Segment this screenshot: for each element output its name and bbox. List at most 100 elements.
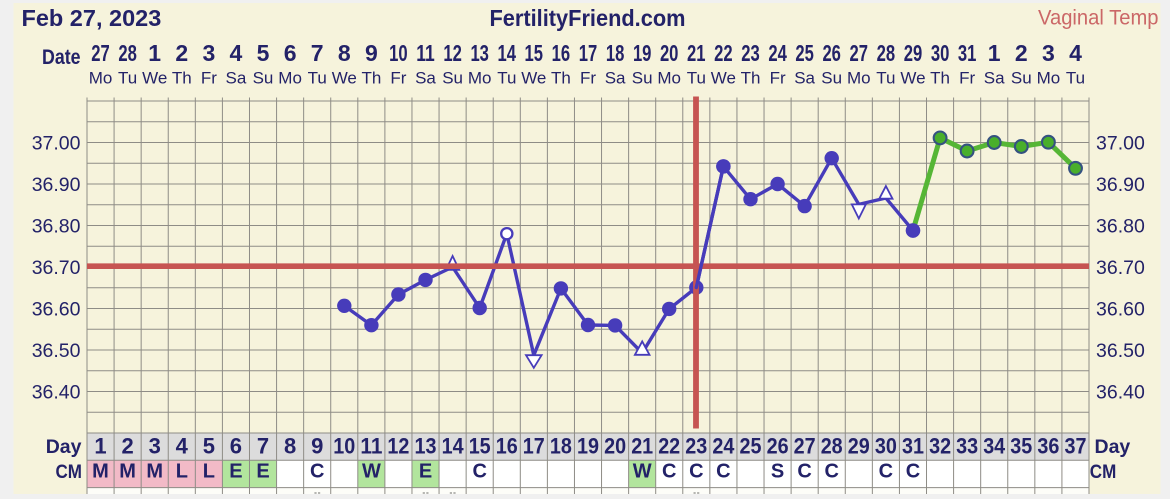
svg-text:15: 15 — [469, 434, 491, 459]
svg-text:Tu: Tu — [308, 69, 327, 88]
svg-text:7: 7 — [257, 434, 269, 459]
svg-text:28: 28 — [821, 434, 843, 459]
svg-text:26: 26 — [822, 40, 841, 66]
svg-text:E: E — [229, 461, 242, 483]
svg-text:10: 10 — [389, 40, 408, 66]
svg-text:16: 16 — [496, 434, 518, 459]
svg-text:27: 27 — [91, 40, 110, 66]
svg-text:23: 23 — [741, 40, 760, 66]
svg-text:2: 2 — [175, 40, 188, 66]
svg-text:1: 1 — [148, 40, 161, 66]
svg-text:Sa: Sa — [984, 69, 1005, 88]
svg-text:36.70: 36.70 — [1096, 257, 1145, 279]
svg-text:Mo: Mo — [847, 69, 871, 88]
svg-text:Th: Th — [551, 69, 571, 88]
svg-text:Su: Su — [632, 69, 653, 88]
svg-text:36.40: 36.40 — [32, 381, 81, 403]
svg-text:Sa: Sa — [794, 69, 815, 88]
svg-text:20: 20 — [660, 40, 679, 66]
svg-text:C: C — [797, 461, 811, 483]
svg-text:9: 9 — [365, 40, 378, 66]
svg-text:Fr: Fr — [580, 69, 596, 88]
svg-text:36.90: 36.90 — [32, 174, 81, 196]
svg-text:C: C — [472, 461, 486, 483]
svg-text:17: 17 — [523, 434, 545, 459]
svg-text:35: 35 — [1010, 434, 1032, 459]
svg-text:E: E — [419, 461, 432, 483]
svg-text:36.40: 36.40 — [1096, 381, 1145, 403]
svg-text:Tu: Tu — [1066, 69, 1085, 88]
svg-text:Fr: Fr — [959, 69, 975, 88]
svg-text:9: 9 — [311, 434, 323, 459]
svg-text:M: M — [146, 461, 163, 483]
svg-text:Sa: Sa — [226, 69, 247, 88]
svg-text:Su: Su — [1011, 69, 1032, 88]
svg-text:Mo: Mo — [1037, 69, 1061, 88]
svg-text:11: 11 — [360, 434, 382, 459]
svg-text:M: M — [92, 461, 109, 483]
svg-text:Fr: Fr — [201, 69, 217, 88]
svg-text:36.70: 36.70 — [32, 257, 81, 279]
svg-text:3: 3 — [203, 40, 216, 66]
svg-text:24: 24 — [712, 434, 735, 459]
svg-text:We: We — [711, 69, 736, 88]
svg-text:29: 29 — [848, 434, 870, 459]
svg-text:36.60: 36.60 — [32, 298, 81, 320]
svg-text:8: 8 — [338, 40, 351, 66]
svg-text:C: C — [824, 461, 838, 483]
svg-text:34: 34 — [983, 434, 1006, 459]
svg-text:24: 24 — [768, 40, 787, 66]
svg-text:13: 13 — [470, 40, 489, 66]
svg-text:Su: Su — [253, 69, 274, 88]
svg-text:21: 21 — [631, 434, 653, 459]
svg-text:12: 12 — [387, 434, 409, 459]
svg-text:Sa: Sa — [415, 69, 436, 88]
svg-text:14: 14 — [442, 434, 465, 459]
svg-text:FertilityFriend.com: FertilityFriend.com — [490, 5, 686, 31]
svg-text:Vaginal Temp: Vaginal Temp — [1038, 6, 1159, 30]
svg-text:L: L — [203, 461, 215, 483]
svg-text:22: 22 — [658, 434, 680, 459]
svg-text:C: C — [662, 461, 676, 483]
svg-text:C: C — [879, 461, 893, 483]
svg-text:L: L — [176, 461, 188, 483]
svg-text:37.00: 37.00 — [32, 132, 81, 154]
svg-text:22: 22 — [714, 40, 733, 66]
svg-text:4: 4 — [1069, 40, 1082, 66]
svg-text:C: C — [689, 461, 703, 483]
svg-text:23: 23 — [685, 434, 707, 459]
svg-text:W: W — [362, 461, 381, 483]
svg-text:We: We — [900, 69, 925, 88]
svg-text:Th: Th — [361, 69, 381, 88]
svg-text:2: 2 — [1015, 40, 1028, 66]
svg-text:Feb 27, 2023: Feb 27, 2023 — [22, 5, 162, 31]
svg-text:27: 27 — [794, 434, 816, 459]
svg-text:1: 1 — [94, 434, 106, 459]
svg-text:6: 6 — [284, 40, 297, 66]
svg-text:Sa: Sa — [605, 69, 626, 88]
svg-text:37: 37 — [1065, 434, 1087, 459]
svg-text:21: 21 — [687, 40, 706, 66]
svg-text:18: 18 — [606, 40, 625, 66]
svg-text:15: 15 — [525, 40, 544, 66]
svg-text:Tu: Tu — [687, 69, 706, 88]
svg-text:5: 5 — [257, 40, 270, 66]
svg-text:26: 26 — [767, 434, 789, 459]
svg-text:28: 28 — [877, 40, 896, 66]
svg-text:10: 10 — [333, 434, 355, 459]
svg-text:36.80: 36.80 — [32, 215, 81, 237]
svg-text:4: 4 — [230, 40, 243, 66]
svg-text:2: 2 — [121, 434, 133, 459]
svg-text:36.90: 36.90 — [1096, 174, 1145, 196]
svg-text:11: 11 — [416, 40, 435, 66]
svg-text:12: 12 — [443, 40, 462, 66]
svg-text:18: 18 — [550, 434, 572, 459]
svg-text:W: W — [633, 461, 652, 483]
svg-text:4: 4 — [176, 434, 189, 459]
svg-text:CM: CM — [56, 462, 83, 483]
svg-text:S: S — [771, 461, 784, 483]
svg-text:M: M — [119, 461, 136, 483]
svg-text:27: 27 — [850, 40, 869, 66]
svg-text:We: We — [521, 69, 546, 88]
svg-text:1: 1 — [988, 40, 1001, 66]
